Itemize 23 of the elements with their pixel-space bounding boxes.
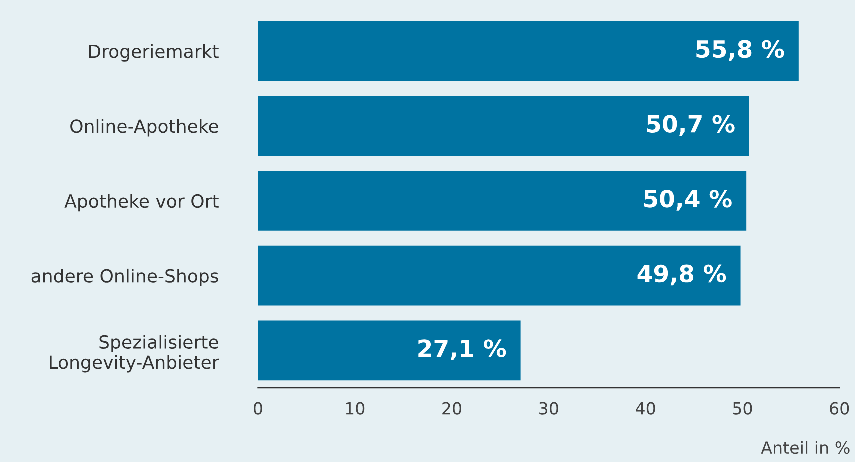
y-tick-label: Spezialisierte Longevity-Anbieter — [50, 335, 220, 373]
bar — [258, 96, 750, 156]
x-tick-label: 10 — [346, 402, 365, 415]
x-axis-title: Anteil in % — [761, 441, 850, 454]
bar — [258, 21, 799, 82]
data-label: 50,7 % — [647, 115, 735, 136]
bar — [258, 320, 521, 381]
data-label: 49,8 % — [638, 264, 726, 286]
x-tick-label: 50 — [733, 402, 752, 415]
y-tick-label: andere Online-Shops — [32, 268, 218, 286]
y-tick-label: Drogeriemarkt — [89, 44, 219, 62]
data-label: 55,8 % — [696, 40, 784, 62]
x-tick-label: 40 — [636, 402, 656, 415]
data-label: 50,4 % — [644, 190, 732, 211]
x-tick-label: 30 — [540, 402, 558, 415]
bar — [258, 171, 747, 231]
y-tick-label: Apotheke vor Ort — [64, 194, 219, 212]
y-tick-label: Online-Apotheke — [70, 119, 218, 137]
data-label: 27,1 % — [418, 340, 506, 361]
x-tick-label: 20 — [442, 402, 462, 415]
bar — [258, 246, 741, 306]
x-tick-label: 0 — [254, 402, 262, 415]
x-tick-label: 60 — [830, 402, 850, 415]
